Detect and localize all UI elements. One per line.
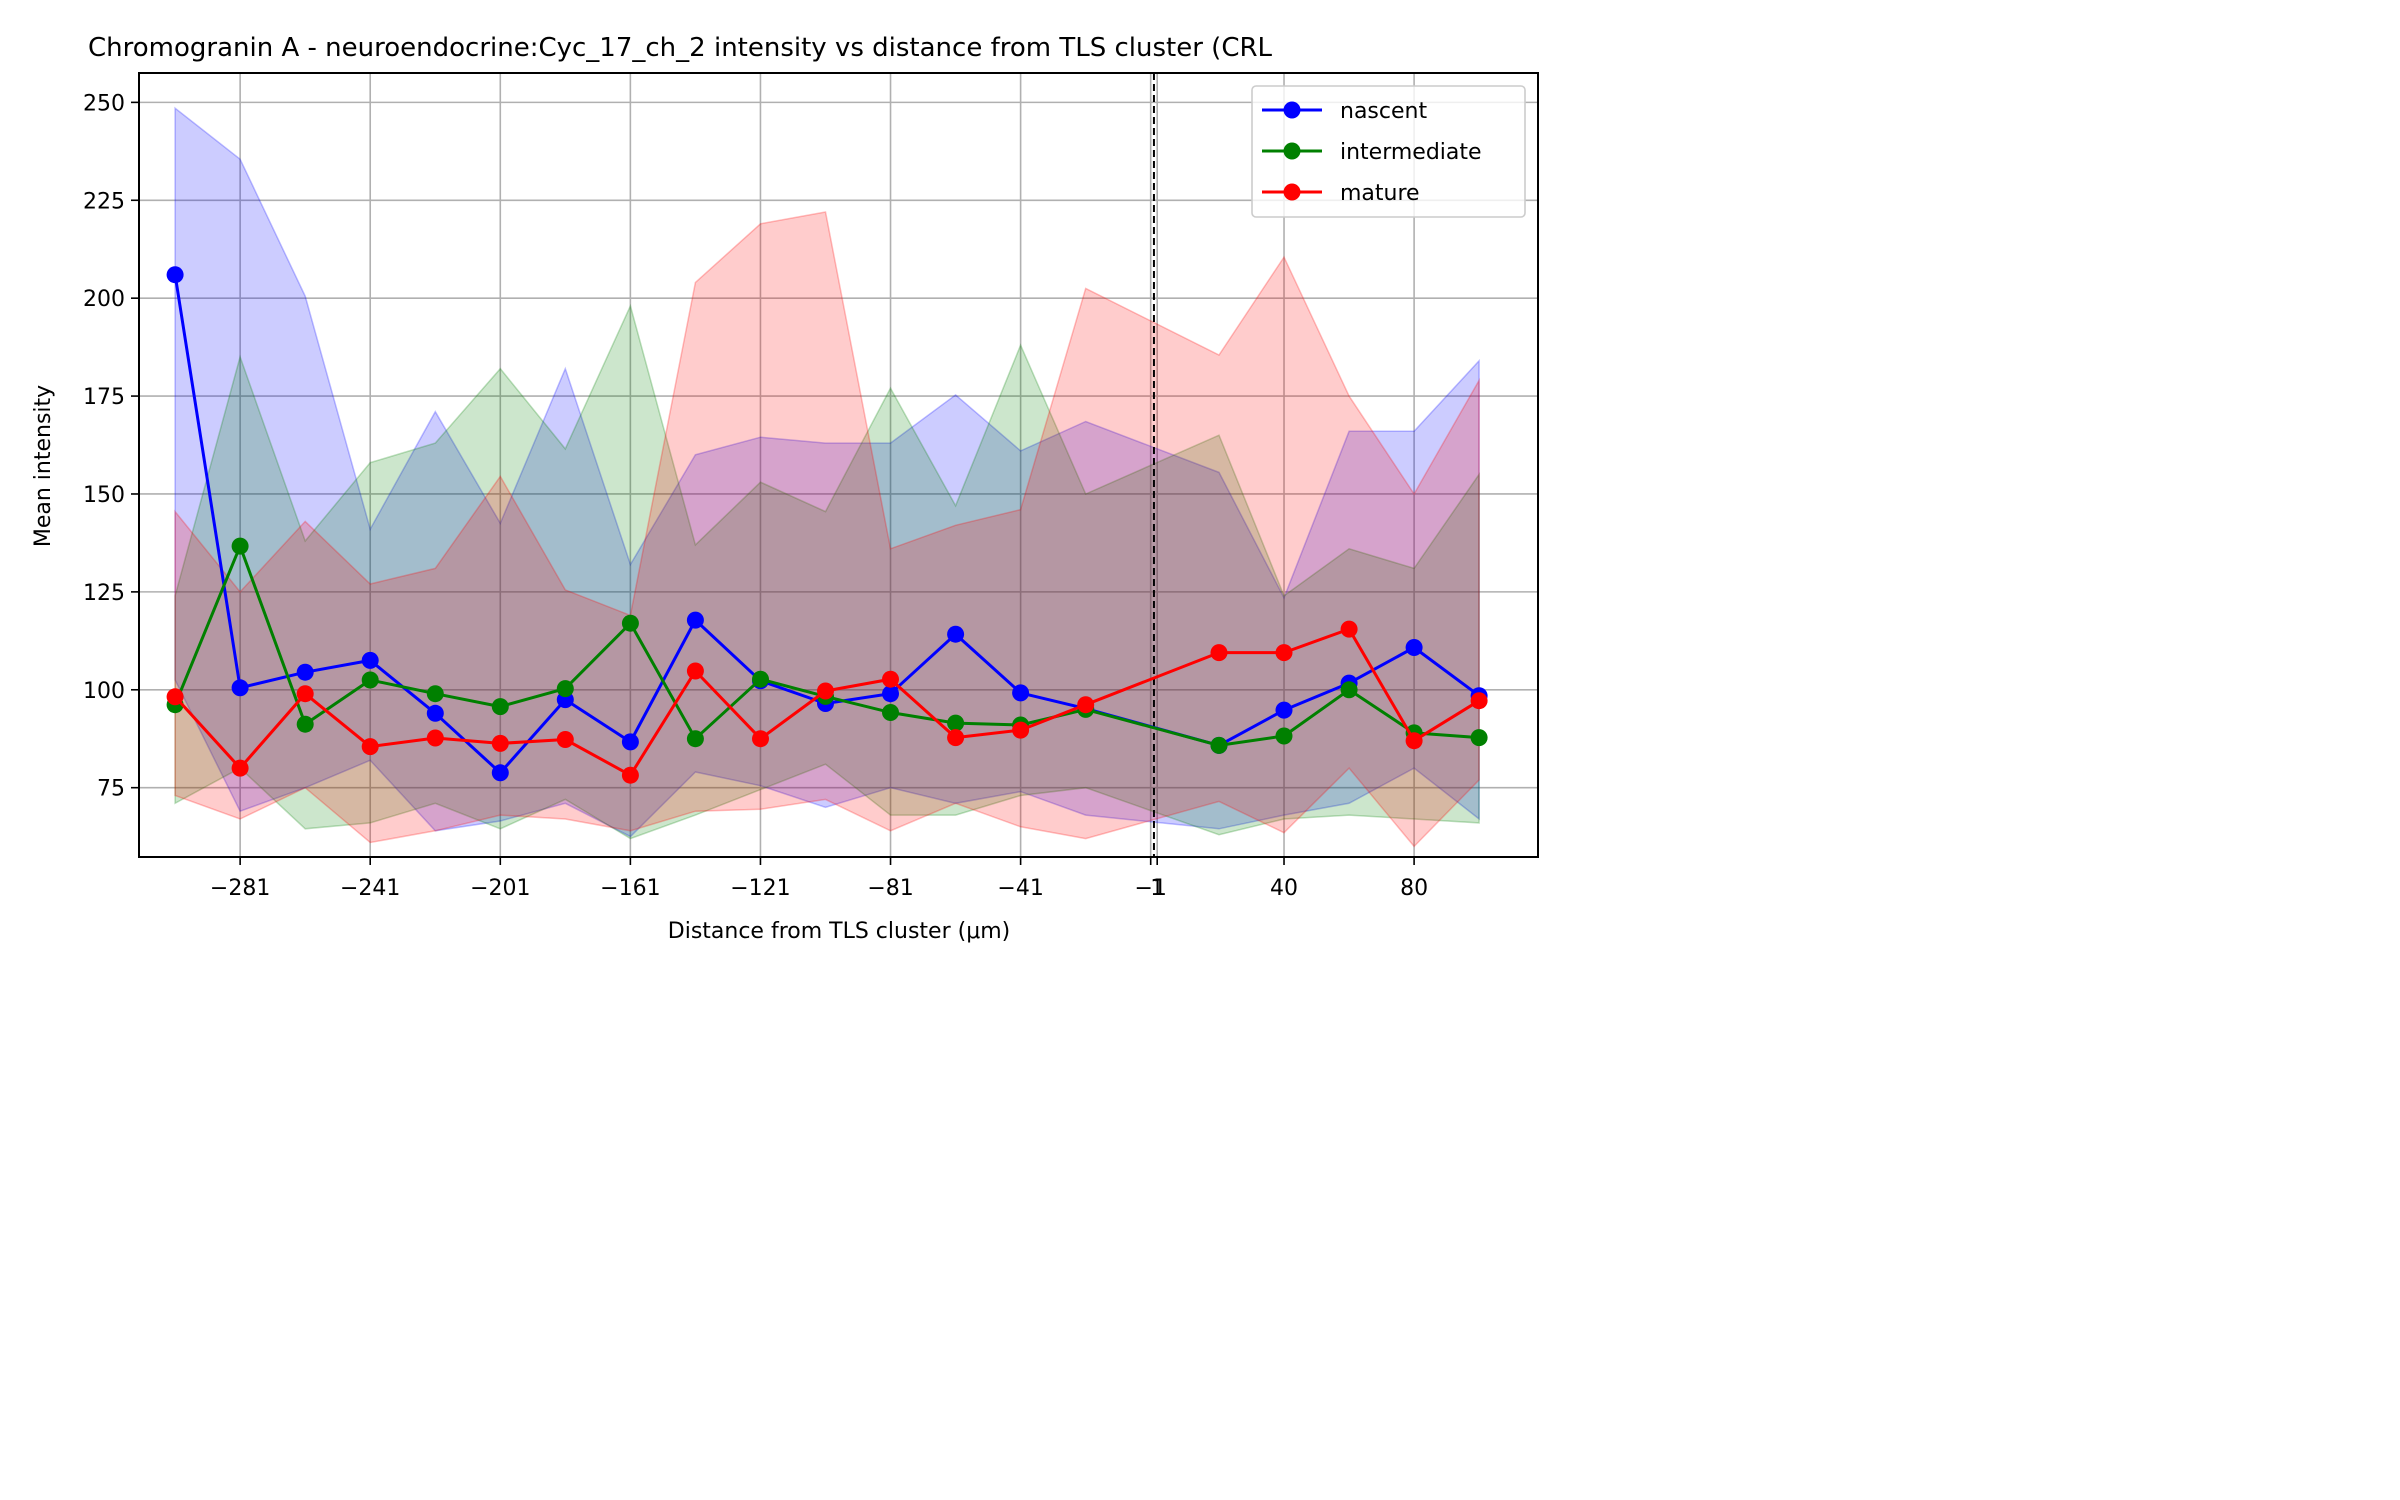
y-axis-label: Mean intensity <box>31 385 56 547</box>
series-line-nascent <box>173 274 1480 775</box>
data-point-intermediate <box>1340 681 1358 699</box>
y-tick-label: 200 <box>83 287 125 312</box>
series-line-mature <box>173 627 1480 777</box>
data-point-nascent <box>361 651 379 669</box>
legend-marker-intermediate <box>1283 142 1301 160</box>
data-point-intermediate <box>1470 729 1488 747</box>
y-tick-label: 175 <box>83 385 125 410</box>
data-point-nascent <box>426 704 444 722</box>
data-point-mature <box>621 766 639 784</box>
data-point-intermediate <box>556 680 574 698</box>
data-point-mature <box>1275 644 1293 662</box>
data-point-mature <box>296 685 314 703</box>
y-tick-label: 75 <box>97 777 125 802</box>
y-tick-label: 225 <box>83 189 125 214</box>
data-point-intermediate <box>491 698 509 716</box>
data-point-nascent <box>621 733 639 751</box>
data-point-nascent <box>491 764 509 782</box>
data-point-intermediate <box>621 614 639 632</box>
data-point-mature <box>1077 696 1095 714</box>
x-tick-label: −121 <box>730 876 790 901</box>
data-point-mature <box>947 729 965 747</box>
data-point-nascent <box>166 266 184 284</box>
data-point-mature <box>1470 692 1488 710</box>
y-tick-label: 100 <box>83 679 125 704</box>
data-point-intermediate <box>882 704 899 721</box>
series-lines <box>166 266 1488 784</box>
x-tick-label: −241 <box>340 876 400 901</box>
y-tick-label: 125 <box>83 581 125 606</box>
data-point-nascent <box>947 625 965 643</box>
data-point-mature <box>752 730 769 748</box>
data-point-mature <box>1405 732 1423 750</box>
data-point-intermediate <box>686 730 704 748</box>
data-point-mature <box>166 688 184 706</box>
data-point-mature <box>817 682 834 700</box>
y-tick-label: 150 <box>83 483 125 508</box>
x-tick-label: −81 <box>867 876 913 901</box>
legend-label-nascent: nascent <box>1340 99 1427 124</box>
data-point-nascent <box>1275 701 1293 719</box>
chart-title: Chromogranin A - neuroendocrine:Cyc_17_c… <box>88 33 1273 63</box>
data-point-intermediate <box>296 715 314 733</box>
data-point-nascent <box>231 679 249 697</box>
data-point-intermediate <box>231 537 249 555</box>
data-point-nascent <box>686 611 704 629</box>
data-point-mature <box>361 738 379 756</box>
data-point-nascent <box>1405 639 1423 656</box>
data-point-mature <box>1210 644 1228 662</box>
data-point-mature <box>556 731 574 748</box>
data-point-nascent <box>296 663 314 681</box>
data-point-nascent <box>1012 684 1030 702</box>
x-tick-label: −281 <box>210 876 270 901</box>
y-tick-label: 250 <box>83 91 125 116</box>
x-tick-label: 40 <box>1270 876 1298 901</box>
legend-label-intermediate: intermediate <box>1340 140 1482 165</box>
x-tick-label: −201 <box>470 876 530 901</box>
data-point-mature <box>426 729 444 747</box>
data-point-intermediate <box>361 671 379 689</box>
data-point-intermediate <box>426 685 444 703</box>
x-axis-label: Distance from TLS cluster (μm) <box>668 919 1010 944</box>
x-tick-label: 80 <box>1400 876 1428 901</box>
series-line-intermediate <box>173 544 1480 747</box>
x-tick-label: 1 <box>1150 876 1164 901</box>
plot-frame <box>138 72 1539 858</box>
x-tick-label: −161 <box>600 876 660 901</box>
data-point-mature <box>1012 721 1030 739</box>
data-point-intermediate <box>1275 727 1293 745</box>
data-point-intermediate <box>1210 736 1228 754</box>
x-tick-label: −41 <box>997 876 1043 901</box>
data-point-intermediate <box>947 714 965 732</box>
axes: −281 −241 −201 −161 −121 −81 −41 −11 40 80 75 100 12… <box>83 72 1539 901</box>
data-point-mature <box>1340 620 1358 638</box>
line-chart: Chromogranin A - neuroendocrine:Cyc_17_c… <box>0 0 1568 980</box>
x-tick-label: −1 <box>1134 876 1166 901</box>
data-point-nascent <box>882 685 899 703</box>
data-point-intermediate <box>752 670 769 688</box>
legend-box <box>1251 85 1526 218</box>
band-nascent <box>174 106 1480 838</box>
data-point-mature <box>231 759 249 777</box>
legend: nascent intermediate mature <box>1251 85 1526 218</box>
legend-marker-nascent <box>1283 101 1301 119</box>
legend-marker-mature <box>1283 183 1301 201</box>
legend-label-mature: mature <box>1340 181 1420 206</box>
data-point-mature <box>882 670 899 688</box>
data-point-mature <box>491 734 509 752</box>
data-point-mature <box>686 662 704 680</box>
